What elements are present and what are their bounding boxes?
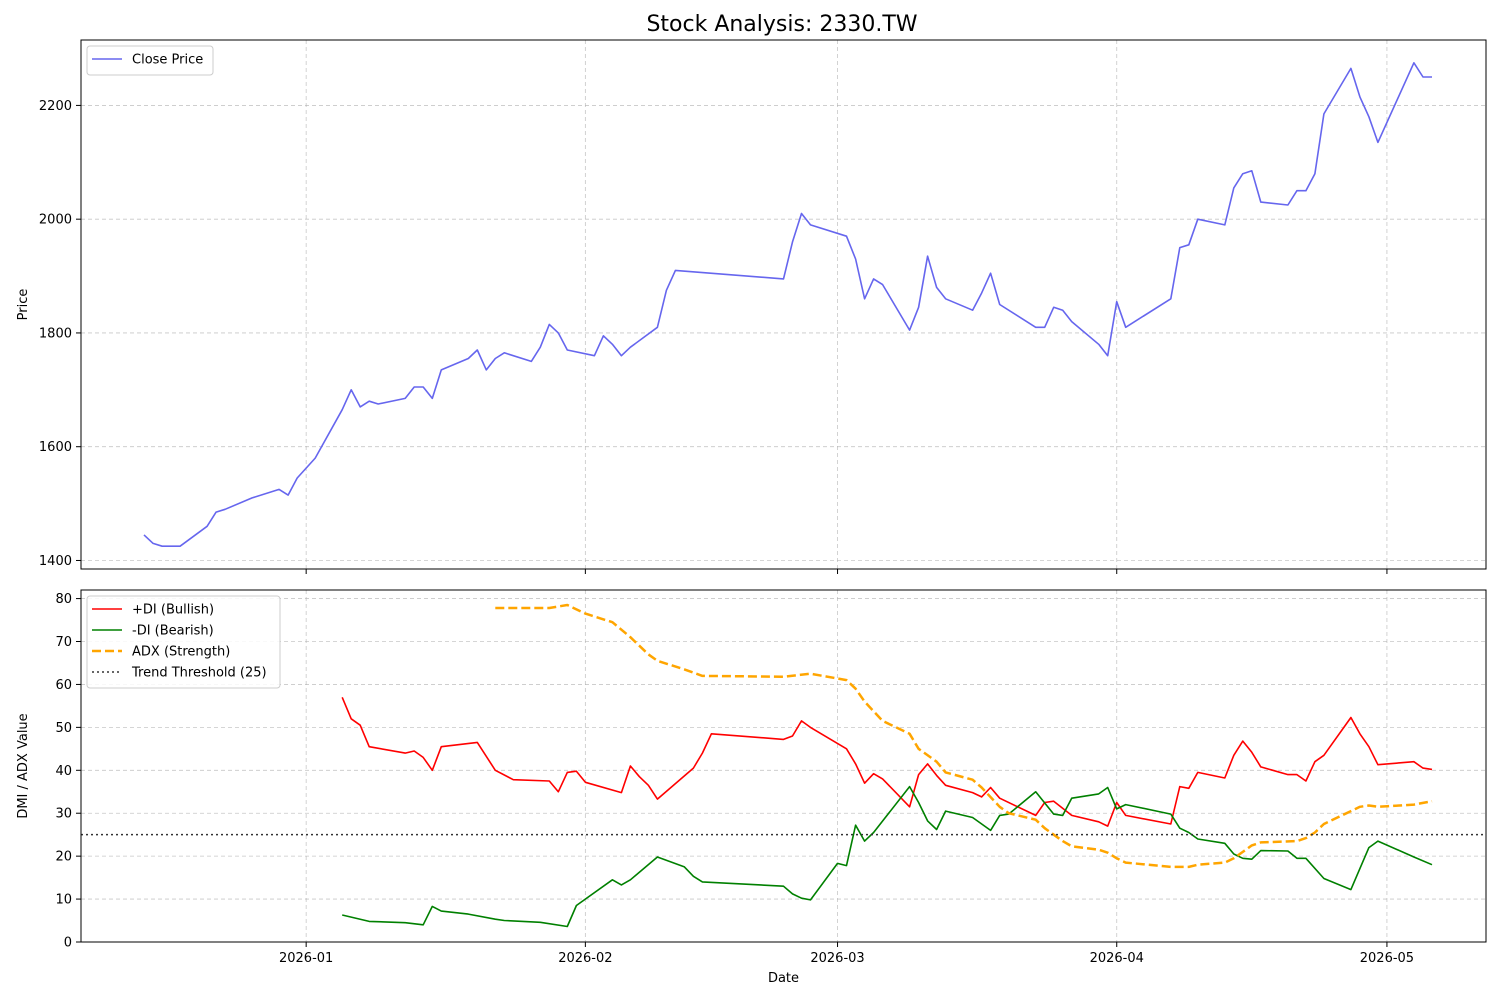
x-tick-label: 2026-03 <box>810 951 864 966</box>
y-tick-label: 40 <box>55 764 72 779</box>
axes-frame <box>80 39 1487 570</box>
y-tick-label: 50 <box>55 721 72 736</box>
y-axis-label: DMI / ADX Value <box>16 713 31 818</box>
figure-title: Stock Analysis: 2330.TW <box>646 12 917 37</box>
y-tick-label: 70 <box>55 635 72 650</box>
dmi-adx-panel: 0 10 20 30 40 50 60 70 80 2026-01 2026-02 2026-03 20… <box>16 589 1487 986</box>
y-tick-label: 1400 <box>39 554 72 569</box>
y-tick-label: 0 <box>64 936 72 951</box>
legend-box <box>86 45 214 76</box>
series-close-price <box>143 62 1432 547</box>
y-tick-label: 80 <box>55 592 72 607</box>
y-tick-label: 1800 <box>39 326 72 341</box>
y-tick-label: 20 <box>55 850 72 865</box>
x-tick-label: 2026-04 <box>1090 951 1144 966</box>
axes-frame <box>80 589 1487 943</box>
legend-label-di-bullish: +DI (Bullish) <box>132 603 214 618</box>
x-axis-label: Date <box>768 971 799 986</box>
legend: Close Price <box>86 45 214 76</box>
price-panel: 1400 1600 1800 2000 2200 Price Close Price <box>16 39 1487 574</box>
series-di-bearish <box>342 785 1433 928</box>
x-tick-label: 2026-01 <box>279 951 333 966</box>
legend-box <box>86 595 281 689</box>
y-tick-label: 30 <box>55 807 72 822</box>
x-tick-label: 2026-02 <box>558 951 612 966</box>
legend-label-di-bearish: -DI (Bearish) <box>132 624 214 639</box>
legend: +DI (Bullish) -DI (Bearish) ADX (Strength)… <box>86 595 281 689</box>
y-tick-label: 2200 <box>39 99 72 114</box>
legend-label-trend-threshold-25: Trend Threshold (25) <box>131 666 267 681</box>
y-axis-label: Price <box>16 289 31 321</box>
y-tick-label: 1600 <box>39 440 72 455</box>
y-tick-label: 60 <box>55 678 72 693</box>
y-tick-label: 10 <box>55 893 72 908</box>
y-tick-label: 2000 <box>39 213 72 228</box>
series-di-bullish <box>341 696 1433 827</box>
legend-label-adx-strength: ADX (Strength) <box>132 645 230 660</box>
series-adx-strength <box>495 603 1433 869</box>
legend-label-close-price: Close Price <box>132 53 203 68</box>
x-tick-label: 2026-05 <box>1360 951 1414 966</box>
